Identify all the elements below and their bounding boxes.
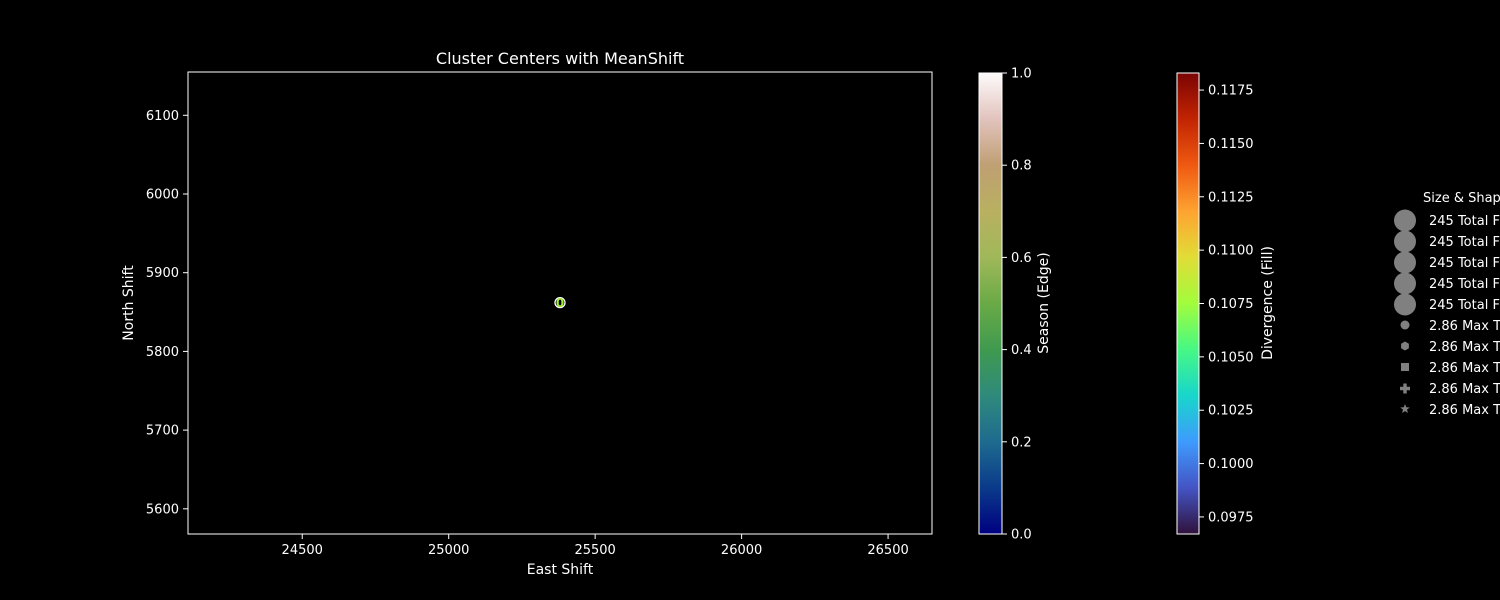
season-tick-label: 0.6 (1011, 251, 1032, 266)
season-colorbar-label: Season (Edge) (1036, 252, 1052, 353)
divergence-tick-label: 0.1125 (1208, 190, 1254, 205)
season-colorbar (978, 72, 1003, 535)
season-colorbar-ticks: 0.0 0.2 0.4 0.6 0.8 1.0 (1002, 67, 1032, 543)
legend: Size & Shap 245 Total F 245 Total F 245 To… (1394, 191, 1500, 418)
legend-marker-circle-large (1394, 272, 1416, 295)
legend-title: Size & Shap (1423, 191, 1500, 206)
divergence-colorbar-label: Divergence (Fill) (1260, 246, 1276, 360)
legend-entry-label: 2.86 Max T (1429, 340, 1500, 355)
y-axis-label: North Shift (121, 265, 137, 341)
x-tick-label: 26000 (721, 543, 762, 558)
y-tick-label: 5800 (146, 345, 179, 360)
x-tick-label: 25500 (574, 543, 615, 558)
legend-entry-label: 245 Total F (1429, 214, 1500, 229)
cluster-center-label: 0 (556, 296, 564, 310)
legend-marker-hexagon (1401, 341, 1409, 351)
y-tick-label: 5700 (146, 424, 179, 439)
legend-marker-circle-large (1394, 251, 1416, 274)
legend-entry-label: 245 Total F (1429, 277, 1500, 292)
legend-marker-plus (1400, 383, 1411, 394)
divergence-tick-label: 0.0975 (1208, 510, 1254, 525)
divergence-tick-label: 0.1100 (1208, 244, 1254, 259)
legend-entry-label: 2.86 Max T (1429, 319, 1500, 334)
divergence-colorbar (1176, 72, 1200, 535)
legend-entry-label: 245 Total F (1429, 298, 1500, 313)
cluster-center-point (554, 296, 566, 309)
season-tick-label: 0.0 (1011, 528, 1032, 543)
y-tick-label: 5900 (146, 266, 179, 281)
legend-marker-circle-large (1394, 230, 1416, 253)
legend-marker-circle (1400, 320, 1410, 330)
y-tick-label: 5600 (146, 502, 179, 517)
x-axis: 24500 25000 25500 26000 26500 (282, 534, 909, 558)
divergence-tick-label: 0.1000 (1208, 457, 1254, 472)
legend-entry-label: 2.86 Max T (1429, 382, 1500, 397)
legend-marker-star (1400, 404, 1410, 414)
y-tick-label: 6100 (146, 109, 179, 124)
divergence-colorbar-ticks: 0.0975 0.1000 0.1025 0.1050 0.1075 0.1100 0.11… (1199, 84, 1254, 525)
season-tick-label: 0.2 (1011, 435, 1032, 450)
legend-entry-label: 2.86 Max T (1429, 361, 1500, 376)
divergence-tick-label: 0.1025 (1208, 404, 1254, 419)
legend-marker-square (1401, 363, 1409, 371)
y-tick-label: 6000 (146, 187, 179, 202)
season-tick-label: 0.4 (1011, 343, 1032, 358)
x-tick-label: 24500 (282, 543, 323, 558)
chart-title: Cluster Centers with MeanShift (436, 49, 684, 68)
divergence-tick-label: 0.1075 (1208, 297, 1254, 312)
x-tick-label: 25000 (428, 543, 469, 558)
divergence-tick-label: 0.1150 (1208, 137, 1254, 152)
legend-marker-circle-large (1394, 209, 1416, 232)
legend-entry-label: 2.86 Max T (1429, 403, 1500, 418)
legend-entry-label: 245 Total F (1429, 235, 1500, 250)
y-axis: 5600 5700 5800 5900 6000 6100 (146, 109, 188, 517)
season-tick-label: 1.0 (1011, 67, 1032, 82)
legend-entry-label: 245 Total F (1429, 256, 1500, 271)
divergence-tick-label: 0.1175 (1208, 84, 1254, 99)
data-points: 0 (554, 296, 566, 310)
legend-marker-circle-large (1394, 293, 1416, 316)
x-tick-label: 26500 (867, 543, 908, 558)
divergence-tick-label: 0.1050 (1208, 350, 1254, 365)
x-axis-label: East Shift (527, 562, 594, 578)
season-tick-label: 0.8 (1011, 159, 1032, 174)
